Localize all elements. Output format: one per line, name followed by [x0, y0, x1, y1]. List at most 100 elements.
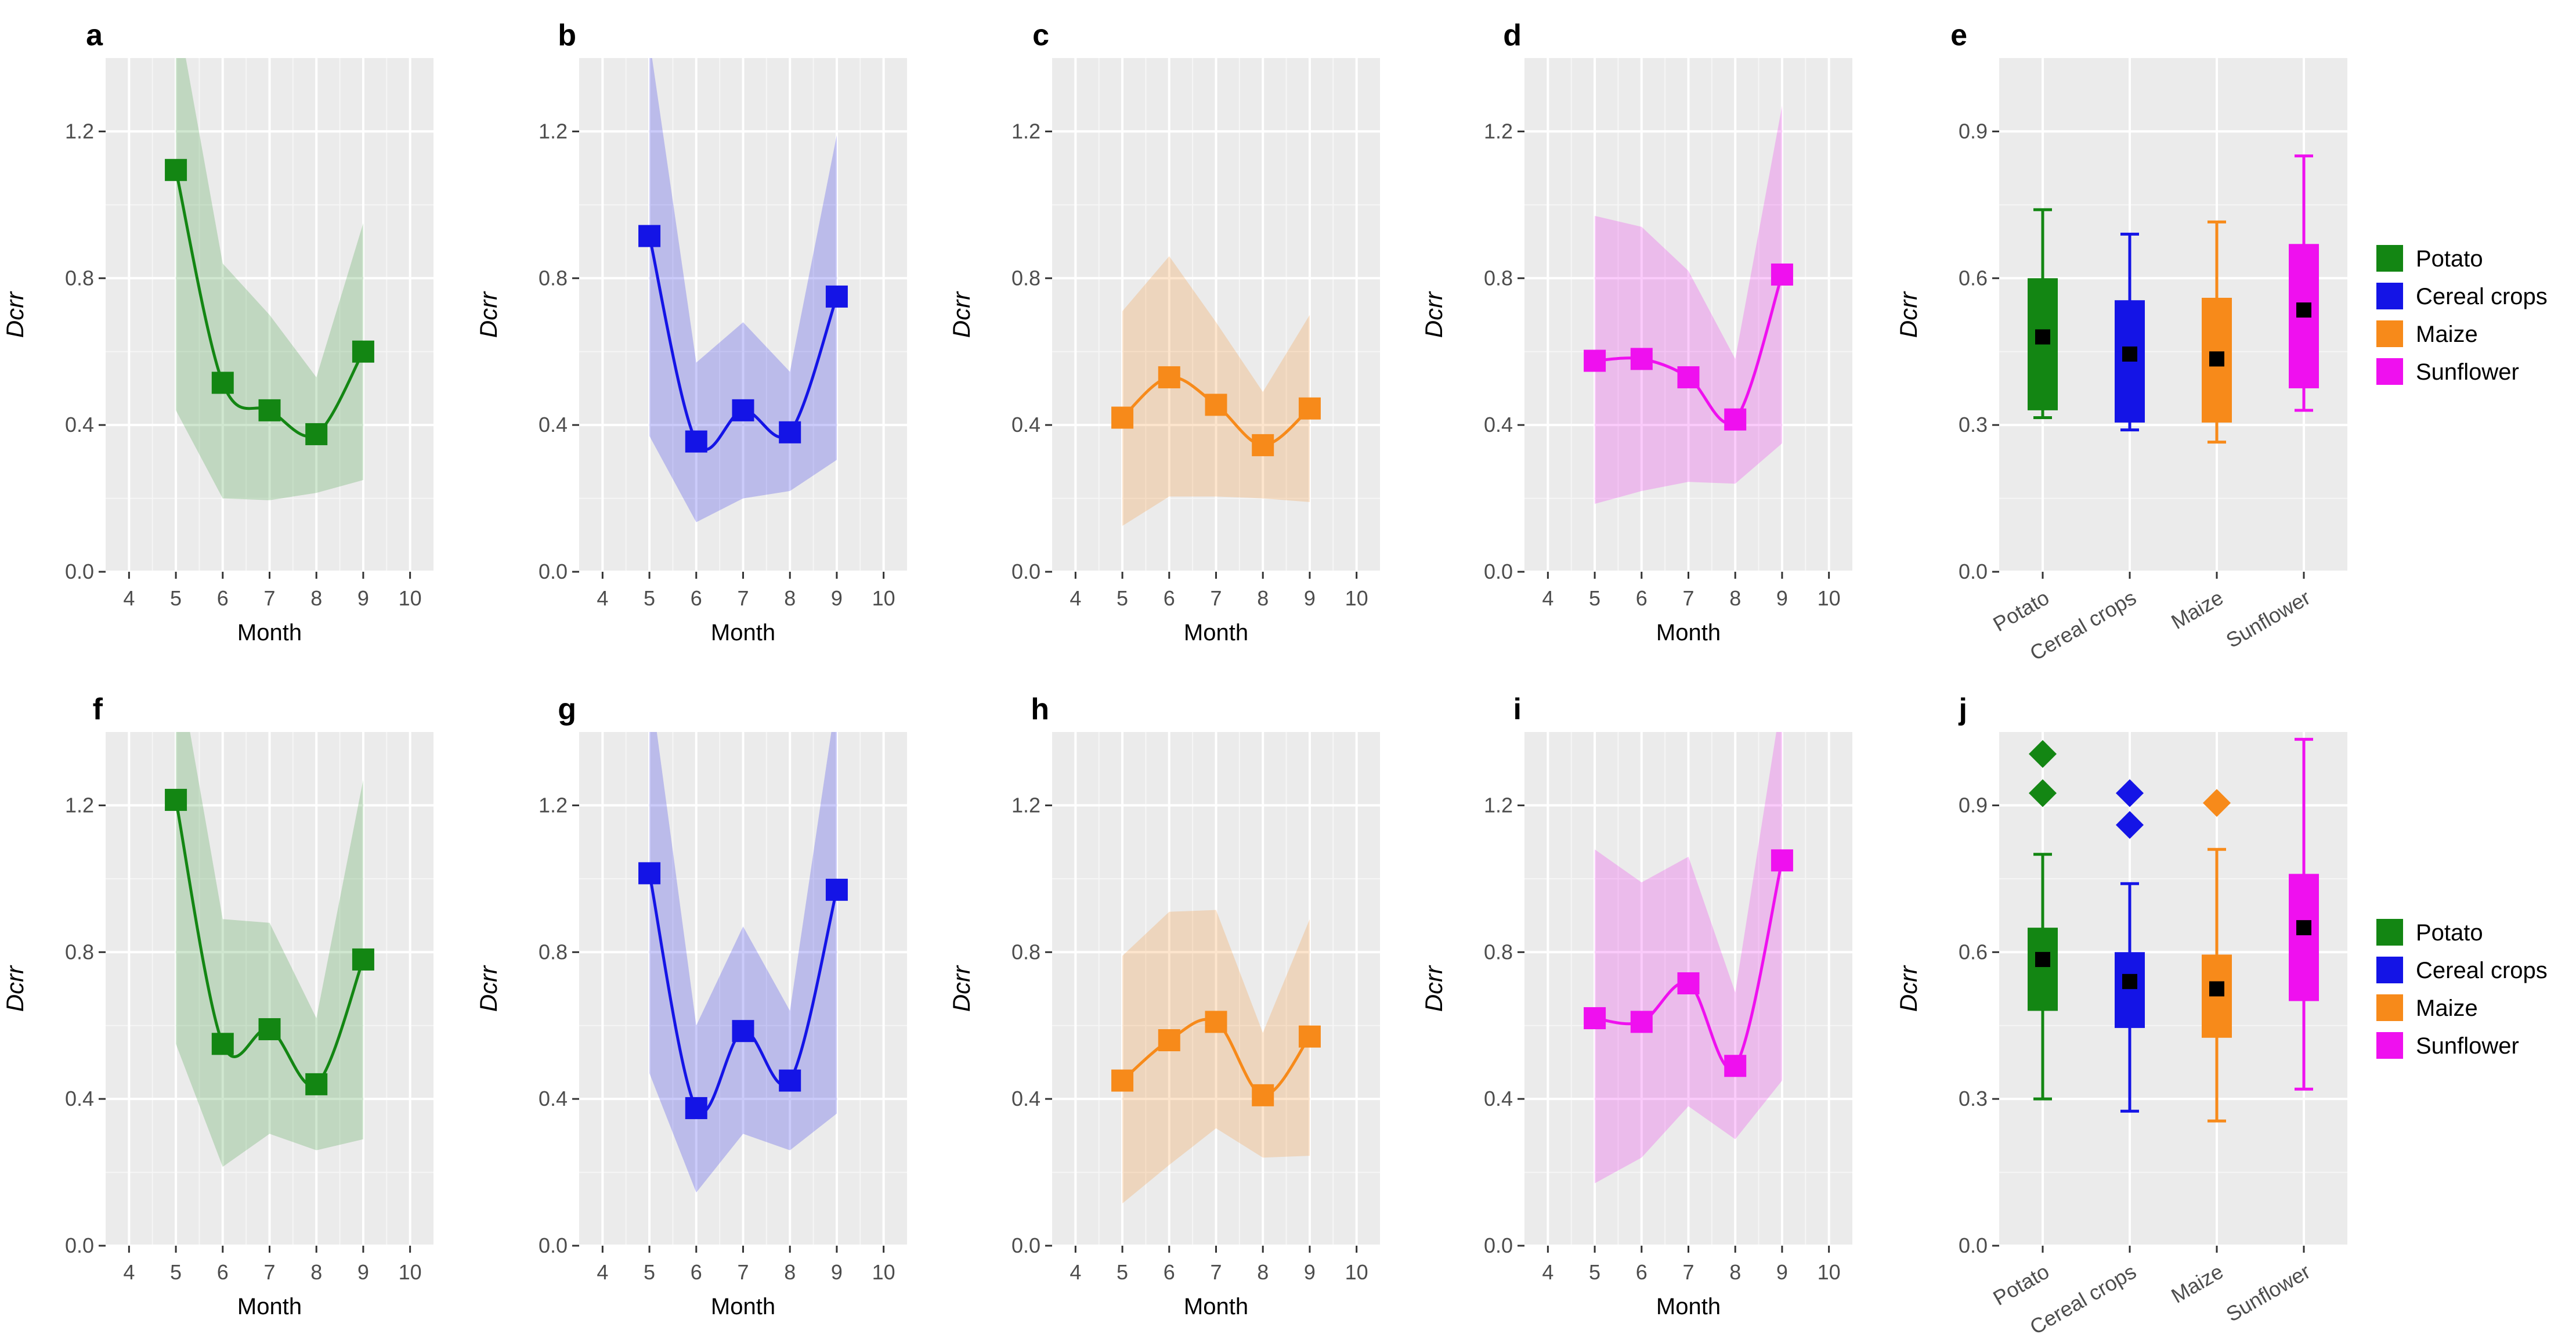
- legend-swatch: [2376, 320, 2403, 347]
- y-tick-label: 1.2: [539, 793, 568, 817]
- x-tick-label: 9: [1304, 1260, 1316, 1284]
- x-axis-title: Month: [711, 620, 775, 645]
- panel-label: d: [1503, 19, 1522, 52]
- y-tick-label: 0.4: [1484, 413, 1513, 437]
- legend-label: Maize: [2416, 996, 2478, 1021]
- legend-swatch: [2376, 957, 2403, 983]
- y-tick-label: 0.3: [1959, 413, 1988, 437]
- x-tick-label: 4: [597, 1260, 608, 1284]
- y-tick-label: 1.2: [65, 119, 94, 143]
- x-tick-label: 9: [1776, 1260, 1788, 1284]
- x-tick-label: 6: [1636, 586, 1648, 610]
- y-axis-title: Dcrr: [475, 291, 502, 338]
- y-axis-title: Dcrr: [948, 291, 975, 338]
- x-tick-label: 7: [737, 586, 749, 610]
- y-tick-label: 0.4: [1011, 413, 1040, 437]
- y-tick-label: 0.8: [539, 940, 568, 964]
- outlier-point: [2116, 811, 2144, 839]
- y-tick-label: 0.0: [1484, 560, 1513, 583]
- confidence-band: [1122, 256, 1310, 526]
- y-axis-title: Dcrr: [1420, 291, 1447, 338]
- x-tick-label: 5: [1589, 586, 1600, 610]
- x-tick-label: Maize: [2167, 585, 2227, 634]
- y-tick-label: 0.0: [1959, 1234, 1988, 1257]
- legend-swatch: [2376, 358, 2403, 385]
- panel-label: j: [1959, 693, 1967, 726]
- outlier-point: [2116, 779, 2144, 807]
- legend-label: Sunflower: [2416, 359, 2519, 385]
- data-point: [1630, 348, 1653, 370]
- x-tick-label: 7: [1682, 1260, 1694, 1284]
- outlier-point: [2029, 779, 2057, 807]
- mean-marker: [2122, 346, 2137, 362]
- y-tick-label: 0.9: [1959, 119, 1988, 143]
- x-tick-label: 6: [691, 586, 702, 610]
- x-axis-title: Month: [1184, 1294, 1248, 1319]
- mean-marker: [2296, 920, 2311, 936]
- y-tick-label: 0.8: [1484, 266, 1513, 290]
- y-tick-label: 0.8: [539, 266, 568, 290]
- x-tick-label: 9: [357, 1260, 369, 1284]
- panel-a: 0.0 0.4 0.8 1.2 4 5 6 7 8 9 10 a Month Dcrr: [1, 19, 433, 645]
- legend-swatch: [2376, 919, 2403, 946]
- y-tick-label: 0.8: [65, 266, 94, 290]
- data-point: [211, 372, 234, 394]
- data-point: [685, 1097, 707, 1119]
- data-point: [1298, 1025, 1321, 1048]
- x-tick-label: Potato: [1989, 585, 2053, 636]
- confidence-band: [1595, 106, 1782, 504]
- panel-d: 0.0 0.4 0.8 1.2 4 5 6 7 8 9 10 d Month Dcrr: [1420, 19, 1852, 645]
- x-tick-label: 8: [1257, 586, 1269, 610]
- confidence-band: [176, 732, 363, 1167]
- x-tick-label: 9: [831, 586, 843, 610]
- data-point: [1252, 1084, 1274, 1106]
- x-tick-label: 8: [310, 586, 322, 610]
- legend-label: Potato: [2416, 920, 2483, 946]
- data-point: [1158, 1029, 1180, 1051]
- mean-marker: [2209, 351, 2224, 367]
- data-point: [258, 399, 281, 421]
- data-point: [165, 158, 187, 181]
- x-tick-label: 7: [263, 586, 275, 610]
- box: [2028, 928, 2058, 1011]
- x-axis-title: Month: [237, 1294, 302, 1319]
- outlier-point: [2203, 789, 2231, 817]
- data-point: [779, 1069, 801, 1092]
- data-point: [825, 878, 848, 901]
- y-axis-title: Dcrr: [1, 965, 28, 1012]
- data-point: [1771, 849, 1793, 872]
- x-tick-label: 5: [170, 586, 182, 610]
- y-tick-label: 1.2: [1484, 793, 1513, 817]
- y-tick-label: 0.9: [1959, 793, 1988, 817]
- x-axis-title: Month: [1184, 620, 1248, 645]
- y-tick-label: 0.0: [1484, 1234, 1513, 1257]
- data-point: [1630, 1011, 1653, 1033]
- x-tick-label: 9: [1776, 586, 1788, 610]
- y-tick-label: 1.2: [1011, 793, 1040, 817]
- x-tick-label: 10: [1818, 1260, 1841, 1284]
- data-point: [1584, 1007, 1606, 1030]
- x-tick-label: 4: [1542, 1260, 1553, 1284]
- x-tick-label: 5: [1117, 1260, 1128, 1284]
- x-tick-label: 9: [831, 1260, 843, 1284]
- outlier-point: [2029, 740, 2057, 768]
- data-point: [1724, 1055, 1747, 1077]
- y-tick-label: 0.0: [539, 1234, 568, 1257]
- y-tick-label: 0.6: [1959, 266, 1988, 290]
- confidence-band: [1122, 910, 1310, 1204]
- x-tick-label: 7: [1210, 586, 1222, 610]
- x-tick-label: 5: [644, 586, 655, 610]
- panel-h: 0.0 0.4 0.8 1.2 4 5 6 7 8 9 10 h Month Dcrr: [948, 693, 1380, 1319]
- x-tick-label: 9: [357, 586, 369, 610]
- y-tick-label: 1.2: [65, 793, 94, 817]
- y-tick-label: 0.8: [1011, 266, 1040, 290]
- data-point: [779, 421, 801, 443]
- y-tick-label: 0.0: [1011, 1234, 1040, 1257]
- y-axis-title: Dcrr: [1895, 291, 1922, 338]
- x-tick-label: 6: [691, 1260, 702, 1284]
- legend-e: Potato Cereal crops Maize Sunflower: [2376, 245, 2548, 385]
- panel-i: 0.0 0.4 0.8 1.2 4 5 6 7 8 9 10 i Month Dcrr: [1420, 693, 1852, 1319]
